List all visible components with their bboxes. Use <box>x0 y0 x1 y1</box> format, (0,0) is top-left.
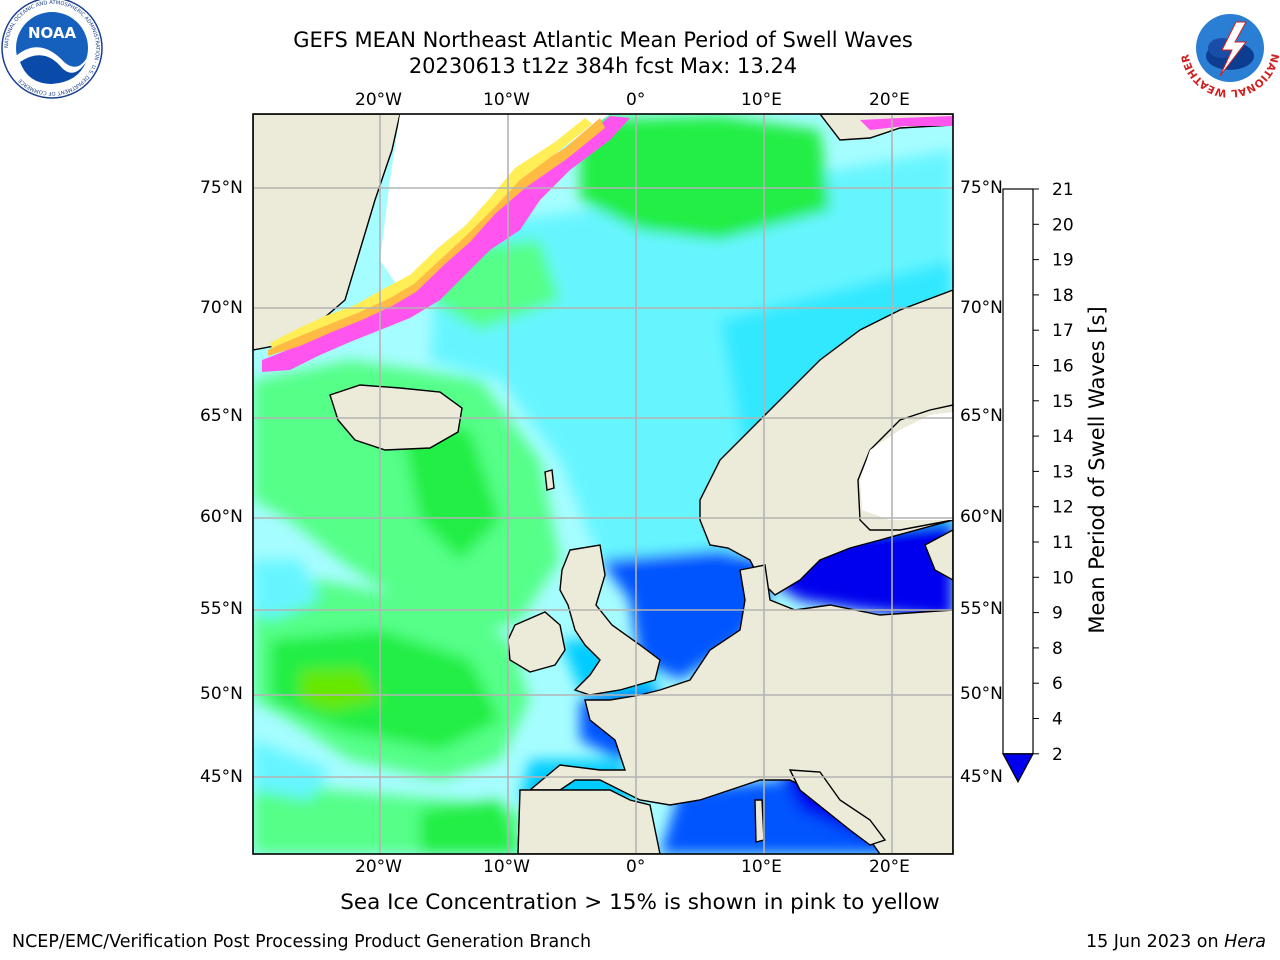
lat-label-right-70n: 70°N <box>960 298 1003 318</box>
footer-date-text: 15 Jun 2023 on <box>1085 932 1225 952</box>
colorbar-tick-label: 17 <box>1052 321 1074 341</box>
colorbar-tick-label: 10 <box>1052 568 1074 588</box>
colorbar-tick-label: 9 <box>1052 604 1063 624</box>
lon-label-top-20w: 20°W <box>355 90 402 110</box>
footer-host: Hera <box>1224 932 1266 952</box>
lat-label-left-50n: 50°N <box>200 684 243 704</box>
caption: Sea Ice Concentration > 15% is shown in … <box>340 890 940 915</box>
lat-label-left-70n: 70°N <box>200 298 243 318</box>
colorbar-tick-label: 4 <box>1052 710 1063 730</box>
lon-label-bottom-10e: 10°E <box>741 857 782 877</box>
noaa-logo-text: NOAA <box>28 24 77 42</box>
colorbar-tick-label: 14 <box>1052 427 1074 447</box>
lat-label-right-45n: 45°N <box>960 767 1003 787</box>
colorbar-tick-label: 16 <box>1052 357 1074 377</box>
colorbar-tick-label: 6 <box>1052 674 1063 694</box>
noaa-logo: NOAA NATIONAL OCEANIC AND ATMOSPHERIC AD… <box>1 0 103 99</box>
lat-label-right-60n: 60°N <box>960 507 1003 527</box>
lat-label-left-55n: 55°N <box>200 599 243 619</box>
colorbar-outline <box>1002 188 1034 755</box>
colorbar: 2 4 6 8 9 10 11 12 13 14 15 16 17 18 19 20 21 <box>1001 180 1074 784</box>
svg-text:NATIONAL WEATHER SERVICE: NATIONAL WEATHER SERVICE <box>0 0 1280 99</box>
lon-label-bottom-20w: 20°W <box>355 857 402 877</box>
lat-label-right-55n: 55°N <box>960 599 1003 619</box>
map-frame <box>252 113 954 855</box>
lat-label-right-50n: 50°N <box>960 684 1003 704</box>
footer-credit: NCEP/EMC/Verification Post Processing Pr… <box>12 932 592 952</box>
lon-label-bottom-20e: 20°E <box>869 857 910 877</box>
lon-label-top-10w: 10°W <box>483 90 530 110</box>
footer-date: 15 Jun 2023 on Hera <box>1086 932 1266 952</box>
lat-label-right-75n: 75°N <box>960 178 1003 198</box>
lon-label-top-0: 0° <box>626 90 646 110</box>
lon-label-bottom-0: 0° <box>626 857 646 877</box>
colorbar-extend-arrow <box>1001 753 1035 784</box>
colorbar-tick-label: 13 <box>1052 462 1074 482</box>
chart-title: GEFS MEAN Northeast Atlantic Mean Period… <box>293 28 913 52</box>
colorbar-tick-label: 12 <box>1052 498 1074 518</box>
colorbar-tick-label: 18 <box>1052 286 1074 306</box>
chart-subtitle: 20230613 t12z 384h fcst Max: 13.24 <box>408 54 798 78</box>
lon-label-bottom-10w: 10°W <box>483 857 530 877</box>
lat-label-right-65n: 65°N <box>960 406 1003 426</box>
lon-label-top-10e: 10°E <box>741 90 782 110</box>
lat-label-left-60n: 60°N <box>200 507 243 527</box>
colorbar-tick-label: 19 <box>1052 251 1074 271</box>
sea-ice-edge <box>262 116 953 372</box>
colorbar-tick-label: 15 <box>1052 392 1074 412</box>
lon-label-top-20e: 20°E <box>869 90 910 110</box>
graticule <box>253 114 953 854</box>
colorbar-tick-label: 20 <box>1052 215 1074 235</box>
nws-logo: NATIONAL WEATHER SERVICE <box>0 0 1280 99</box>
colorbar-tick-label: 11 <box>1052 533 1074 553</box>
colorbar-tick-label: 2 <box>1052 745 1063 765</box>
lat-label-left-45n: 45°N <box>200 767 243 787</box>
lat-label-left-75n: 75°N <box>200 178 243 198</box>
colorbar-label: Mean Period of Swell Waves [s] <box>1085 306 1109 634</box>
colorbar-tick-label: 21 <box>1052 180 1074 200</box>
map-area <box>253 114 953 854</box>
colorbar-tick-label: 8 <box>1052 639 1063 659</box>
lat-label-left-65n: 65°N <box>200 406 243 426</box>
